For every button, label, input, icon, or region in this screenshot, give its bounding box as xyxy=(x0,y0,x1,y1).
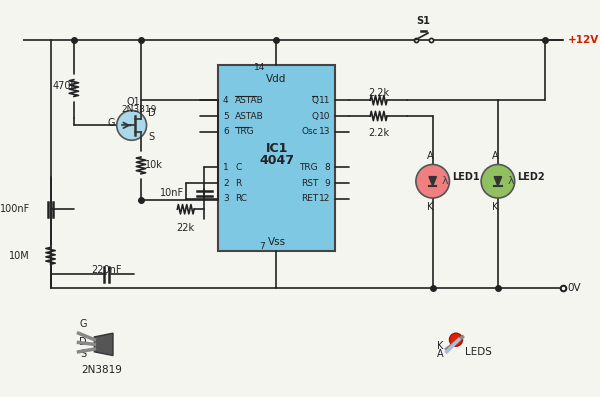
Circle shape xyxy=(449,333,463,346)
Text: Q: Q xyxy=(311,112,318,121)
Text: C: C xyxy=(235,163,241,172)
Text: 9: 9 xyxy=(325,179,330,188)
Circle shape xyxy=(117,110,146,140)
Text: +12V: +12V xyxy=(568,35,599,44)
Text: 2: 2 xyxy=(223,179,229,188)
Text: 22k: 22k xyxy=(176,223,195,233)
Text: LED2: LED2 xyxy=(517,172,545,181)
Text: 2N3819: 2N3819 xyxy=(121,105,157,114)
FancyBboxPatch shape xyxy=(218,65,335,251)
Text: 5: 5 xyxy=(223,112,229,121)
Text: ASTAB: ASTAB xyxy=(235,112,264,121)
Text: S: S xyxy=(80,349,86,358)
Text: TRG: TRG xyxy=(299,163,318,172)
Text: 13: 13 xyxy=(319,127,330,136)
Text: K: K xyxy=(427,202,433,212)
Text: λ: λ xyxy=(442,176,449,186)
Text: G: G xyxy=(79,320,87,330)
Text: Vss: Vss xyxy=(268,237,286,247)
Text: 8: 8 xyxy=(325,163,330,172)
Text: Vdd: Vdd xyxy=(266,74,287,84)
Circle shape xyxy=(416,164,449,198)
Text: R: R xyxy=(235,179,241,188)
Circle shape xyxy=(481,164,515,198)
Text: 220nF: 220nF xyxy=(91,265,122,275)
Text: 4: 4 xyxy=(223,96,229,105)
Text: D: D xyxy=(148,108,156,118)
Text: 10: 10 xyxy=(319,112,330,121)
Text: RET: RET xyxy=(301,195,318,204)
Text: 7: 7 xyxy=(259,242,265,251)
Text: A: A xyxy=(492,151,499,161)
Text: 6: 6 xyxy=(223,127,229,136)
Text: RC: RC xyxy=(235,195,247,204)
Text: 14: 14 xyxy=(254,63,265,72)
Text: 12: 12 xyxy=(319,195,330,204)
Text: D: D xyxy=(79,337,87,347)
Text: 100nF: 100nF xyxy=(0,204,30,214)
Text: IC1: IC1 xyxy=(265,142,288,155)
Text: LED1: LED1 xyxy=(452,172,480,181)
Text: 11: 11 xyxy=(319,96,330,105)
Text: TRG: TRG xyxy=(235,127,254,136)
Text: K: K xyxy=(437,341,444,351)
Text: 4047: 4047 xyxy=(259,154,294,167)
Text: 0V: 0V xyxy=(568,283,581,293)
Text: ASTAB: ASTAB xyxy=(235,96,264,105)
Polygon shape xyxy=(94,333,113,356)
Text: S1: S1 xyxy=(416,15,430,26)
Text: S: S xyxy=(148,133,155,143)
Text: Osc: Osc xyxy=(301,127,318,136)
Text: 3: 3 xyxy=(223,195,229,204)
Text: A: A xyxy=(437,349,444,358)
Text: 10nF: 10nF xyxy=(160,188,184,198)
Text: 470k: 470k xyxy=(52,81,77,91)
Text: Q1: Q1 xyxy=(127,97,140,107)
Text: 1: 1 xyxy=(223,163,229,172)
Text: 2.2k: 2.2k xyxy=(368,88,389,98)
Text: G: G xyxy=(107,118,115,129)
Text: RST: RST xyxy=(301,179,318,188)
Text: 10M: 10M xyxy=(9,251,30,261)
Text: LEDS: LEDS xyxy=(465,347,492,357)
Text: 10k: 10k xyxy=(145,160,163,170)
Text: Q̅: Q̅ xyxy=(311,96,318,105)
Text: A: A xyxy=(427,151,433,161)
Polygon shape xyxy=(429,177,436,186)
Text: 2N3819: 2N3819 xyxy=(82,365,122,375)
Text: 2.2k: 2.2k xyxy=(368,128,389,138)
Polygon shape xyxy=(494,177,502,186)
Text: λ: λ xyxy=(507,176,514,186)
Text: K: K xyxy=(492,202,499,212)
